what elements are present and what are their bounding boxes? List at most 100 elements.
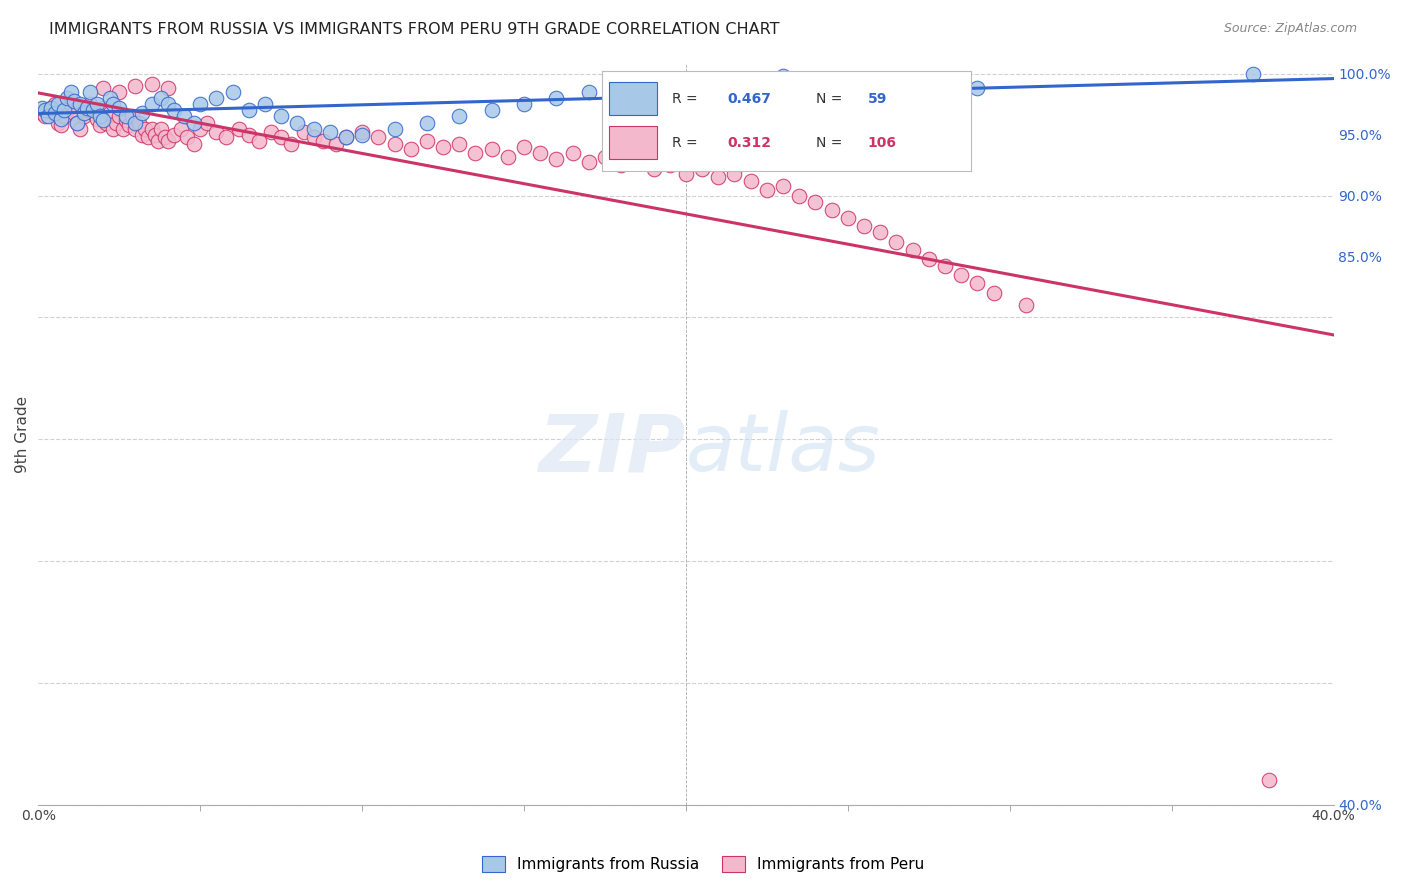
Point — [89, 110, 111, 124]
Point — [86, 112, 108, 126]
Point — [124, 115, 146, 129]
Point — [76, 103, 98, 118]
Point — [399, 142, 422, 156]
Point — [150, 121, 173, 136]
Point — [69, 121, 91, 136]
Point — [481, 103, 503, 118]
Point — [205, 91, 228, 105]
Point — [46, 97, 69, 112]
Point — [124, 78, 146, 93]
Point — [118, 118, 141, 132]
Point — [869, 85, 891, 99]
Text: Source: ZipAtlas.com: Source: ZipAtlas.com — [1223, 22, 1357, 36]
Point — [820, 78, 842, 93]
Point — [82, 105, 104, 120]
Point — [49, 118, 72, 132]
Point — [287, 115, 309, 129]
Point — [37, 103, 59, 118]
Point — [63, 105, 86, 120]
Point — [335, 130, 357, 145]
Point — [138, 130, 160, 145]
Point — [59, 97, 82, 112]
Point — [593, 150, 616, 164]
Point — [205, 125, 228, 139]
Point — [91, 113, 114, 128]
Point — [188, 121, 211, 136]
Point — [128, 115, 150, 129]
Point — [675, 77, 697, 91]
Point — [156, 81, 179, 95]
Point — [658, 158, 681, 172]
Point — [496, 150, 519, 164]
Point — [121, 110, 143, 124]
Point — [195, 115, 218, 129]
Point — [335, 130, 357, 145]
Point — [950, 268, 973, 282]
Text: ZIP: ZIP — [538, 410, 686, 488]
Point — [546, 91, 568, 105]
Point — [86, 97, 108, 112]
Point — [150, 91, 173, 105]
Point — [643, 81, 665, 95]
Point — [561, 145, 583, 160]
Point — [89, 118, 111, 132]
Point — [49, 112, 72, 126]
Point — [108, 110, 131, 124]
Point — [82, 103, 104, 118]
Point — [79, 85, 101, 99]
Point — [98, 105, 121, 120]
Point — [114, 110, 136, 124]
Point — [626, 154, 648, 169]
Point — [513, 140, 536, 154]
Point — [755, 182, 778, 196]
Point — [772, 69, 794, 83]
Point — [173, 110, 195, 124]
Point — [31, 105, 53, 120]
Point — [141, 121, 163, 136]
Point — [53, 103, 76, 118]
Point — [292, 125, 315, 139]
Point — [228, 121, 250, 136]
Point — [983, 286, 1005, 301]
Point — [105, 115, 128, 129]
Point — [59, 85, 82, 99]
Point — [44, 105, 66, 120]
Point — [449, 110, 471, 124]
Point — [610, 158, 633, 172]
Point — [352, 125, 374, 139]
Point — [723, 73, 745, 87]
Point — [101, 121, 124, 136]
Point — [56, 103, 79, 118]
Point — [91, 101, 114, 115]
Point — [39, 101, 62, 115]
Point — [384, 121, 406, 136]
Point — [111, 121, 134, 136]
Point — [853, 219, 876, 233]
Point — [820, 203, 842, 218]
Point — [63, 94, 86, 108]
Point — [44, 97, 66, 112]
Point — [91, 81, 114, 95]
Point — [108, 101, 131, 115]
Point — [1257, 773, 1279, 788]
Point — [73, 110, 96, 124]
Point — [73, 105, 96, 120]
Y-axis label: 9th Grade: 9th Grade — [15, 396, 30, 473]
Point — [513, 97, 536, 112]
Point — [188, 97, 211, 112]
Point — [76, 101, 98, 115]
Point — [723, 167, 745, 181]
Point — [260, 125, 283, 139]
Point — [46, 115, 69, 129]
Point — [740, 174, 762, 188]
Point — [707, 170, 730, 185]
Point — [384, 137, 406, 152]
Point — [156, 134, 179, 148]
Point — [69, 97, 91, 112]
Point — [124, 121, 146, 136]
Point — [416, 134, 439, 148]
Point — [270, 130, 292, 145]
Point — [352, 128, 374, 142]
Point — [31, 101, 53, 115]
Point — [280, 137, 302, 152]
